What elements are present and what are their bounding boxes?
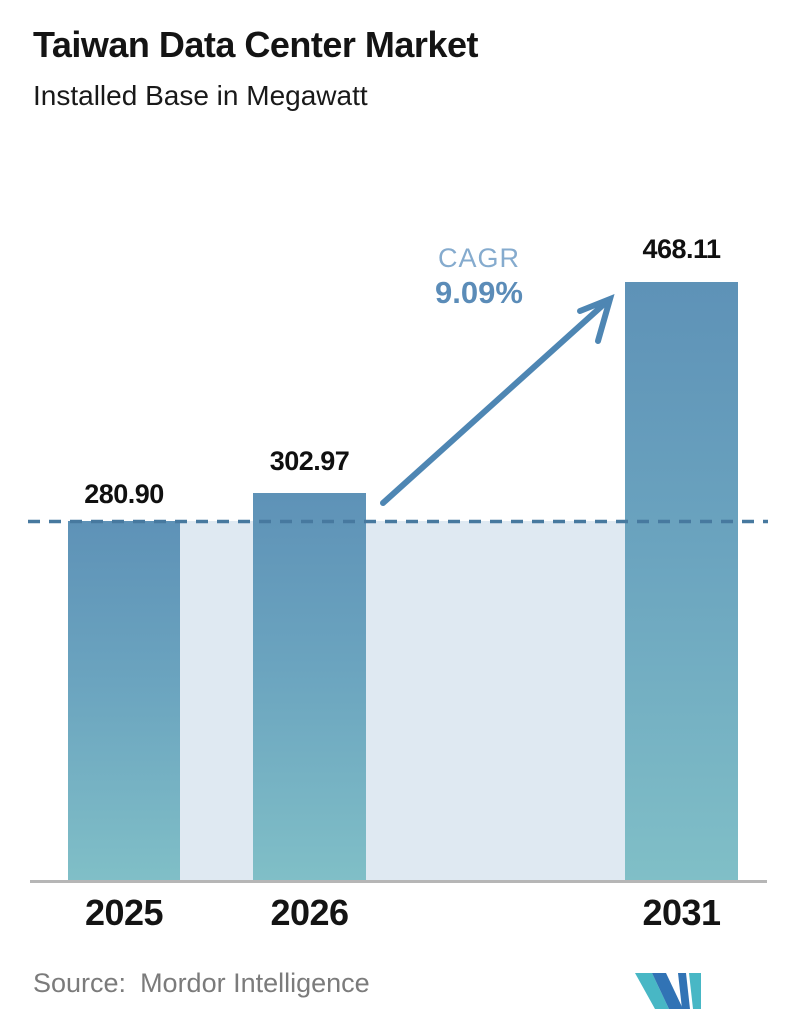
x-tick-2025: 2025 — [84, 892, 164, 933]
bar-2026 — [253, 493, 366, 881]
forecast-band-fill — [180, 521, 625, 881]
value-label-2025: 280.90 — [84, 479, 164, 509]
value-label-2031: 468.11 — [642, 234, 721, 264]
cagr-annotation: CAGR 9.09% — [404, 243, 554, 311]
x-axis-line — [30, 880, 767, 883]
cagr-value: 9.09% — [435, 274, 523, 310]
x-tick-2031: 2031 — [642, 892, 721, 933]
bar-2031 — [625, 282, 738, 881]
source-label: Source: — [33, 968, 127, 998]
mordor-intelligence-logo — [635, 973, 701, 1009]
chart-subtitle: Installed Base in Megawatt — [33, 80, 368, 111]
source-value: Mordor Intelligence — [140, 968, 370, 998]
source-line: Source: Mordor Intelligence — [33, 968, 370, 999]
value-label-2026: 302.97 — [269, 446, 350, 476]
x-tick-2026: 2026 — [270, 892, 349, 933]
bar-2025 — [68, 521, 180, 881]
cagr-arrow-icon — [380, 293, 615, 506]
chart-title: Taiwan Data Center Market — [33, 24, 478, 65]
cagr-label: CAGR — [437, 243, 520, 273]
baseline-dashed-line — [28, 519, 768, 524]
